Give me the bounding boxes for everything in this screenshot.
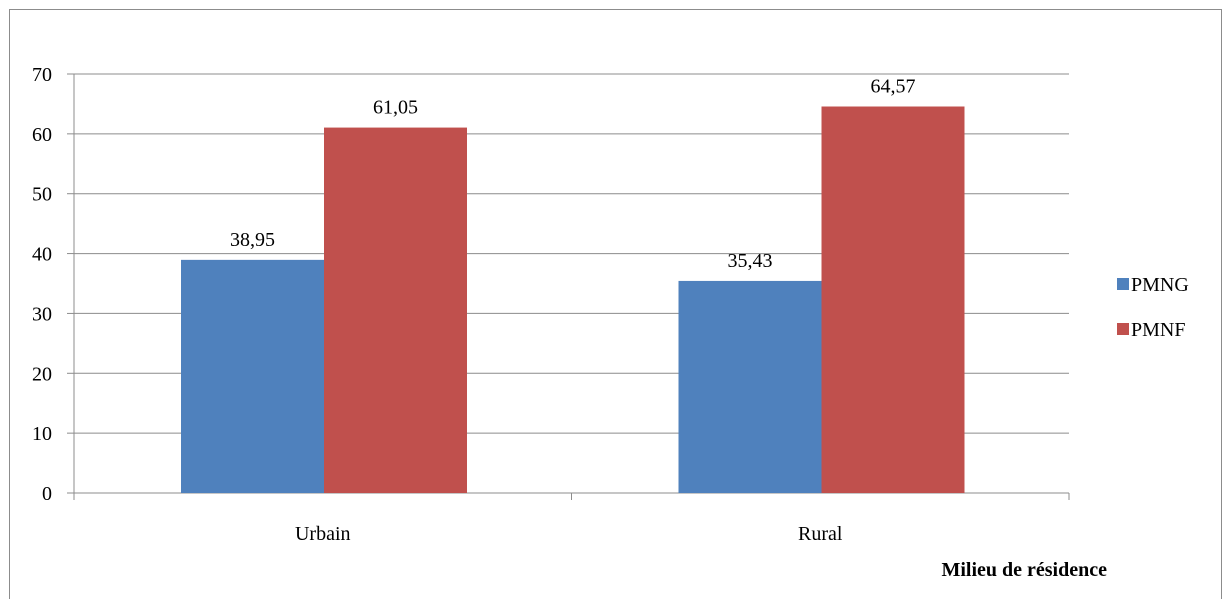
y-tick-label: 30 xyxy=(32,303,52,325)
data-label: 64,57 xyxy=(871,76,916,98)
y-tick-label: 50 xyxy=(32,184,52,206)
data-label: 35,43 xyxy=(728,250,773,272)
bar-pmng-urbain xyxy=(181,259,324,493)
y-tick-labels: 0 10 20 30 40 50 60 70 xyxy=(32,64,52,505)
chart-frame xyxy=(9,9,1222,599)
y-tick-label: 10 xyxy=(32,423,52,445)
y-tick-label: 40 xyxy=(32,244,52,266)
y-tick-label: 70 xyxy=(32,64,52,86)
y-tick-label: 20 xyxy=(32,363,52,385)
legend-label-pmng: PMNG xyxy=(1131,274,1189,296)
bar-pmng-rural xyxy=(678,280,822,493)
bars xyxy=(181,106,965,493)
data-label: 61,05 xyxy=(373,97,418,119)
legend: PMNG PMNF xyxy=(1117,274,1189,341)
bar-pmnf-urbain xyxy=(324,127,467,493)
data-labels: 38,95 61,05 35,43 64,57 xyxy=(230,76,916,272)
legend-swatch-pmnf xyxy=(1117,323,1129,335)
data-label: 38,95 xyxy=(230,229,275,251)
category-label: Rural xyxy=(798,523,843,545)
legend-label-pmnf: PMNF xyxy=(1131,319,1185,341)
x-axis-title: Milieu de résidence xyxy=(941,559,1107,581)
y-tick-label: 0 xyxy=(42,483,52,505)
category-labels: Urbain Rural xyxy=(295,523,843,545)
legend-swatch-pmng xyxy=(1117,278,1129,290)
bar-pmnf-rural xyxy=(821,106,965,493)
category-label: Urbain xyxy=(295,523,351,545)
y-tick-label: 60 xyxy=(32,124,52,146)
